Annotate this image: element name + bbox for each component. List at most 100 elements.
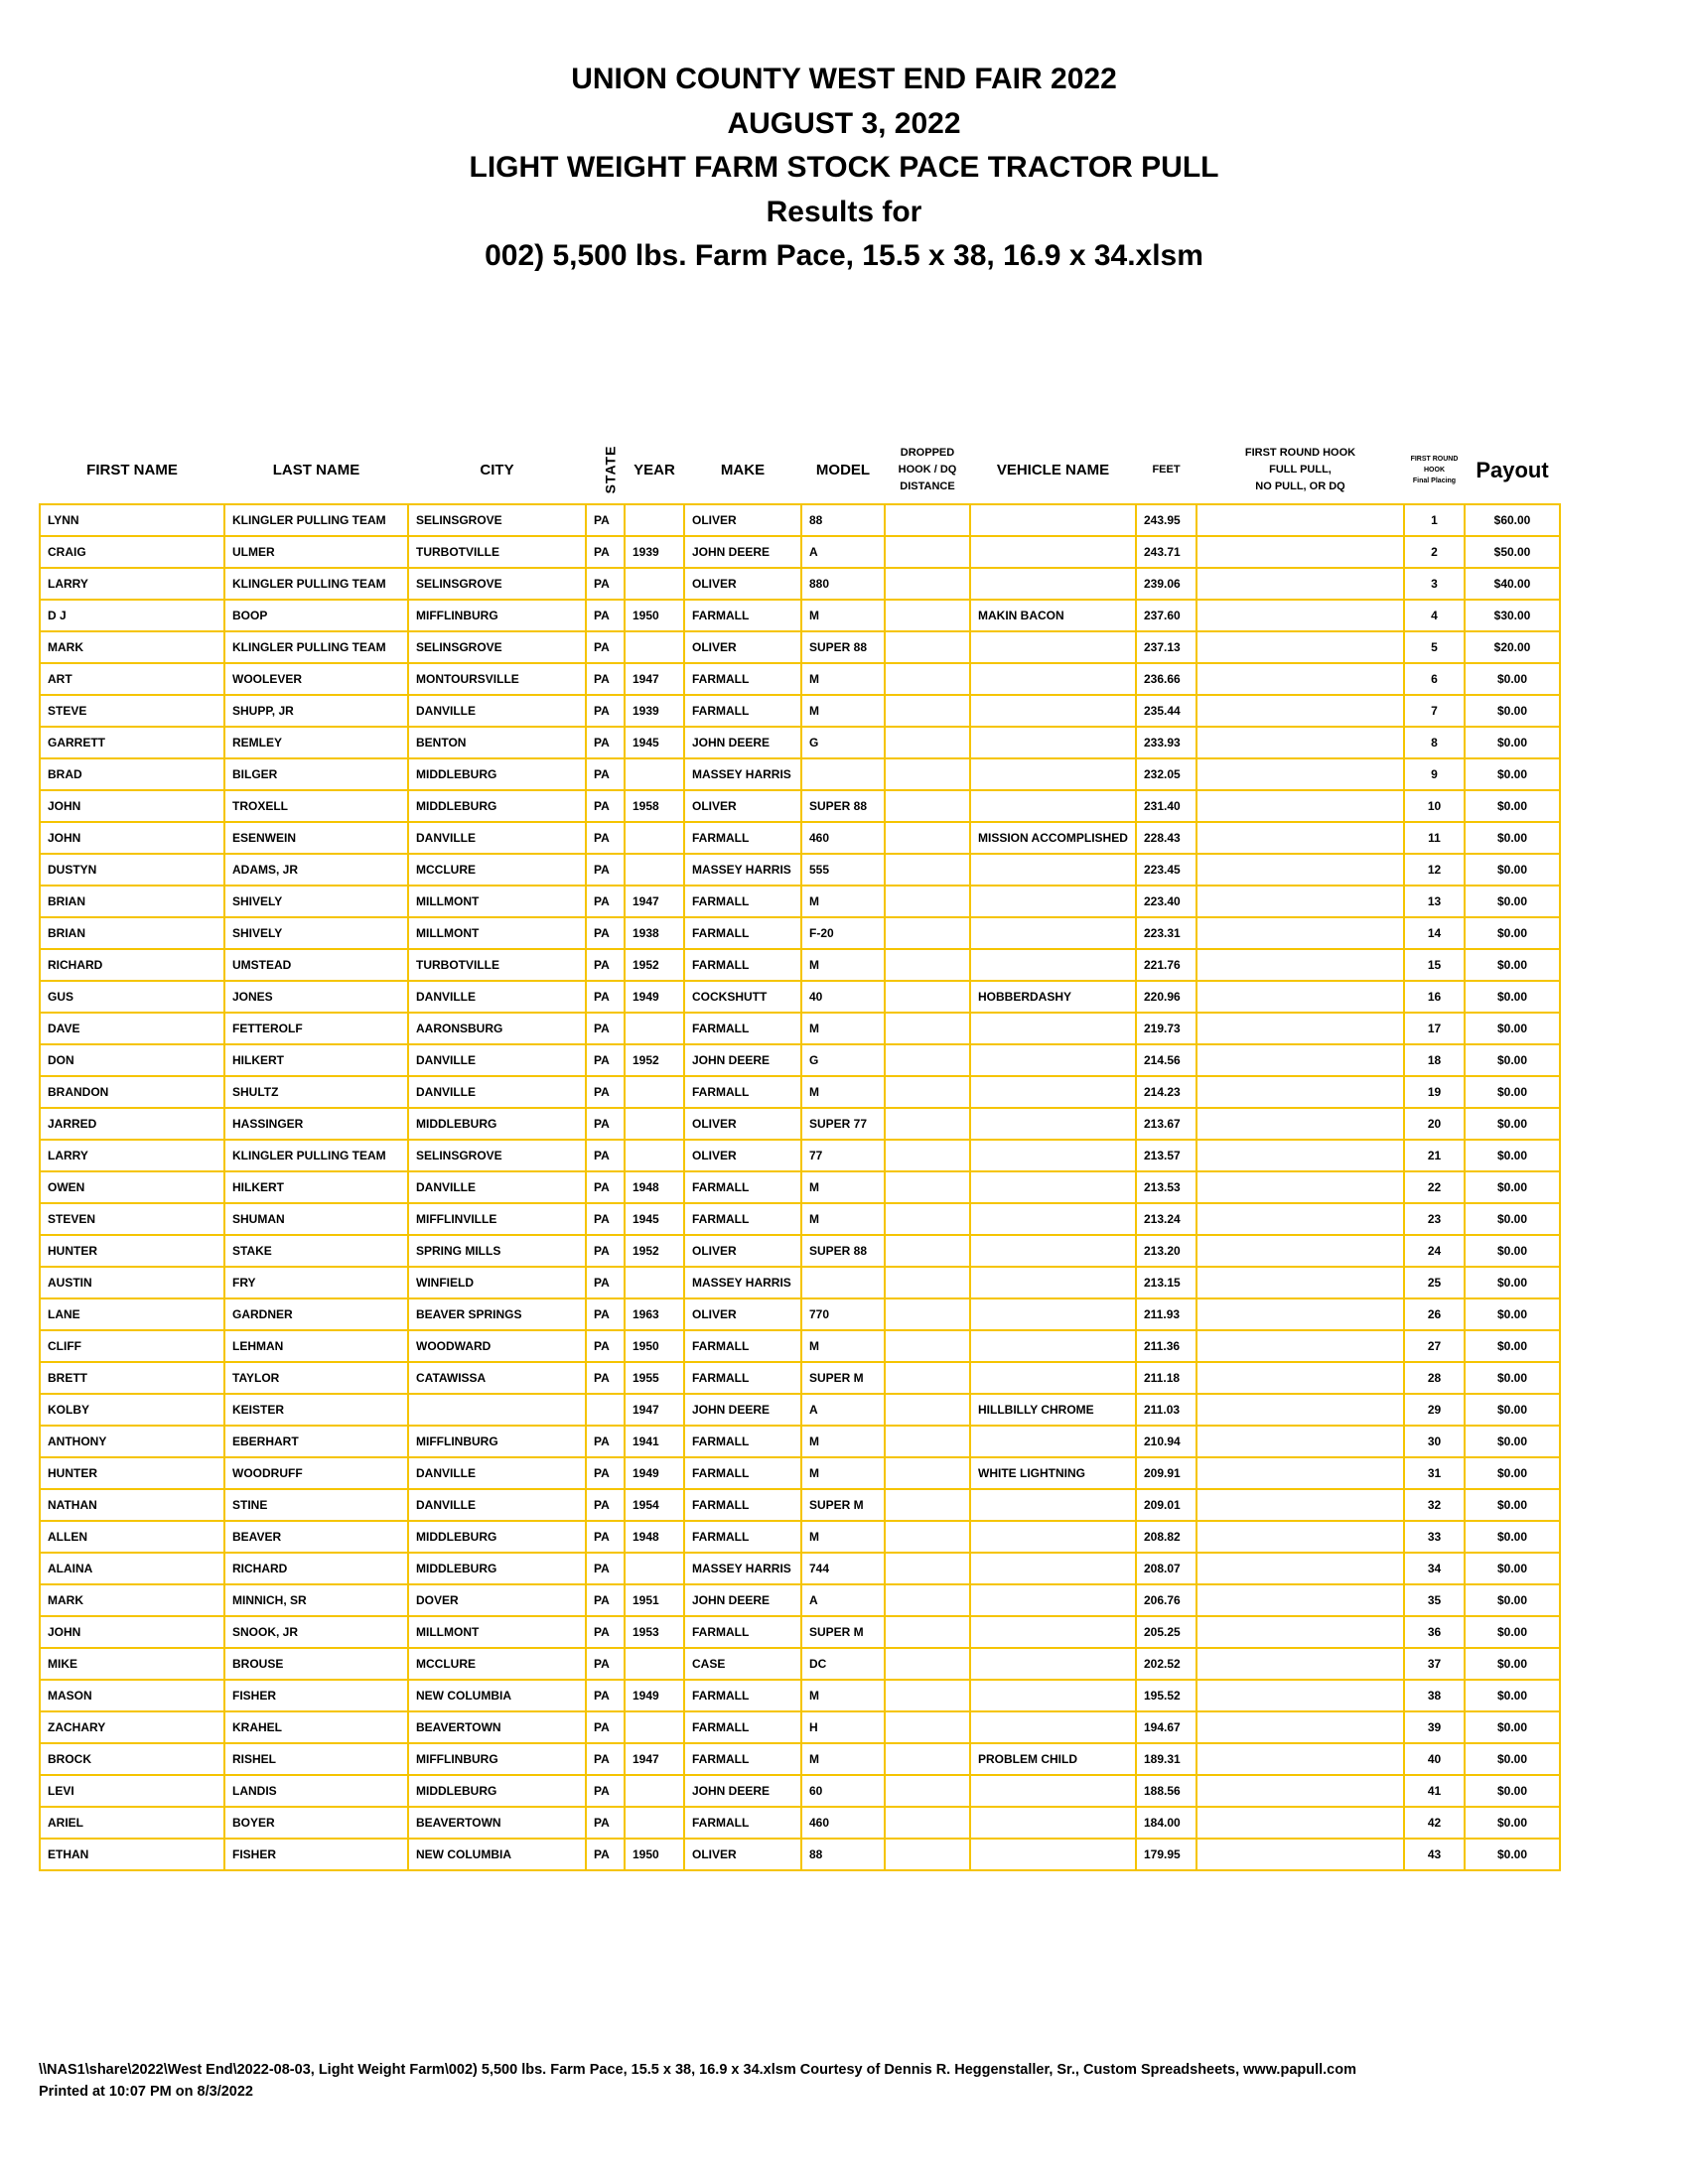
- cell-feet: 237.60: [1135, 599, 1197, 632]
- table-row: GUS JONES DANVILLE PA 1949 COCKSHUTT 40 HOBBERD…: [39, 980, 1561, 1014]
- cell-dropped-hook: [884, 599, 971, 632]
- cell-dropped-hook: [884, 916, 971, 950]
- cell-state: PA: [585, 1615, 626, 1649]
- cell-state: PA: [585, 948, 626, 982]
- cell-feet: 214.56: [1135, 1043, 1197, 1077]
- cell-payout: $0.00: [1464, 1838, 1561, 1871]
- cell-year: 1949: [624, 1679, 685, 1712]
- cell-model: G: [800, 1043, 886, 1077]
- cell-city: WINFIELD: [407, 1266, 587, 1299]
- cell-vehicle-name: [969, 948, 1137, 982]
- cell-year: [624, 1075, 685, 1109]
- cell-first-name: GUS: [39, 980, 225, 1014]
- cell-model: M: [800, 1520, 886, 1554]
- cell-model: M: [800, 694, 886, 728]
- col-first-round-line: FULL PULL,: [1269, 464, 1332, 476]
- cell-city: MIFFLINBURG: [407, 1425, 587, 1458]
- cell-vehicle-name: [969, 1488, 1137, 1522]
- cell-dropped-hook: [884, 535, 971, 569]
- cell-make: MASSEY HARRIS: [683, 757, 802, 791]
- table-row: BRIAN SHIVELY MILLMONT PA 1938 FARMALL F-20 223…: [39, 916, 1561, 950]
- cell-first-round-result: [1196, 1488, 1405, 1522]
- cell-dropped-hook: [884, 1583, 971, 1617]
- cell-last-name: SHIVELY: [223, 885, 409, 918]
- cell-dropped-hook: [884, 1425, 971, 1458]
- cell-last-name: LANDIS: [223, 1774, 409, 1808]
- cell-model: 40: [800, 980, 886, 1014]
- cell-feet: 208.07: [1135, 1552, 1197, 1585]
- cell-first-round-result: [1196, 1202, 1405, 1236]
- cell-placing: 7: [1403, 694, 1466, 728]
- cell-first-round-result: [1196, 1774, 1405, 1808]
- cell-placing: 22: [1403, 1170, 1466, 1204]
- cell-payout: $0.00: [1464, 1742, 1561, 1776]
- cell-last-name: HILKERT: [223, 1043, 409, 1077]
- cell-model: M: [800, 1679, 886, 1712]
- cell-feet: 202.52: [1135, 1647, 1197, 1681]
- cell-year: [624, 1107, 685, 1141]
- cell-feet: 184.00: [1135, 1806, 1197, 1840]
- cell-vehicle-name: [969, 1170, 1137, 1204]
- cell-city: MILLMONT: [407, 885, 587, 918]
- cell-make: JOHN DEERE: [683, 1393, 802, 1427]
- cell-feet: 213.15: [1135, 1266, 1197, 1299]
- cell-dropped-hook: [884, 1806, 971, 1840]
- cell-state: PA: [585, 1266, 626, 1299]
- cell-model: A: [800, 1393, 886, 1427]
- cell-payout: $0.00: [1464, 1520, 1561, 1554]
- cell-first-round-result: [1196, 535, 1405, 569]
- cell-vehicle-name: [969, 1838, 1137, 1871]
- cell-dropped-hook: [884, 757, 971, 791]
- table-row: LANE GARDNER BEAVER SPRINGS PA 1963 OLIVER 770…: [39, 1297, 1561, 1331]
- col-placing-line: HOOK: [1424, 467, 1445, 474]
- cell-make: OLIVER: [683, 1234, 802, 1268]
- title-event: LIGHT WEIGHT FARM STOCK PACE TRACTOR PUL…: [469, 151, 1219, 184]
- cell-model: M: [800, 948, 886, 982]
- cell-vehicle-name: [969, 1647, 1137, 1681]
- cell-last-name: KLINGLER PULLING TEAM: [223, 503, 409, 537]
- cell-vehicle-name: [969, 694, 1137, 728]
- cell-make: FARMALL: [683, 1488, 802, 1522]
- cell-first-name: ARIEL: [39, 1806, 225, 1840]
- cell-last-name: REMLEY: [223, 726, 409, 759]
- cell-year: [624, 1012, 685, 1045]
- cell-state: PA: [585, 1329, 626, 1363]
- cell-dropped-hook: [884, 726, 971, 759]
- cell-year: [624, 853, 685, 887]
- cell-first-name: ART: [39, 662, 225, 696]
- cell-vehicle-name: [969, 1297, 1137, 1331]
- cell-last-name: FETTEROLF: [223, 1012, 409, 1045]
- cell-year: [624, 757, 685, 791]
- cell-year: 1958: [624, 789, 685, 823]
- cell-make: FARMALL: [683, 916, 802, 950]
- cell-payout: $0.00: [1464, 1107, 1561, 1141]
- cell-first-name: JARRED: [39, 1107, 225, 1141]
- cell-state: PA: [585, 1012, 626, 1045]
- cell-city: MILLMONT: [407, 916, 587, 950]
- results-table: FIRST NAME LAST NAME CITY STATE YEAR MAK…: [39, 437, 1561, 1871]
- table-row: AUSTIN FRY WINFIELD PA MASSEY HARRIS 213.15 25…: [39, 1266, 1561, 1299]
- cell-make: MASSEY HARRIS: [683, 1266, 802, 1299]
- table-row: LEVI LANDIS MIDDLEBURG PA JOHN DEERE 60 188.56…: [39, 1774, 1561, 1808]
- cell-year: [624, 503, 685, 537]
- cell-city: DANVILLE: [407, 1456, 587, 1490]
- cell-first-name: BRIAN: [39, 916, 225, 950]
- cell-feet: 231.40: [1135, 789, 1197, 823]
- cell-first-name: LARRY: [39, 1139, 225, 1172]
- cell-first-name: HUNTER: [39, 1234, 225, 1268]
- cell-first-round-result: [1196, 1583, 1405, 1617]
- cell-dropped-hook: [884, 1393, 971, 1427]
- cell-make: OLIVER: [683, 1107, 802, 1141]
- cell-vehicle-name: [969, 1139, 1137, 1172]
- cell-placing: 34: [1403, 1552, 1466, 1585]
- table-row: MARK MINNICH, SR DOVER PA 1951 JOHN DEERE A 206…: [39, 1583, 1561, 1617]
- cell-placing: 25: [1403, 1266, 1466, 1299]
- table-row: CLIFF LEHMAN WOODWARD PA 1950 FARMALL M 211.36 2…: [39, 1329, 1561, 1363]
- cell-payout: $0.00: [1464, 1393, 1561, 1427]
- cell-year: 1948: [624, 1520, 685, 1554]
- cell-dropped-hook: [884, 885, 971, 918]
- cell-placing: 38: [1403, 1679, 1466, 1712]
- cell-first-name: MARK: [39, 630, 225, 664]
- cell-feet: 233.93: [1135, 726, 1197, 759]
- cell-dropped-hook: [884, 821, 971, 855]
